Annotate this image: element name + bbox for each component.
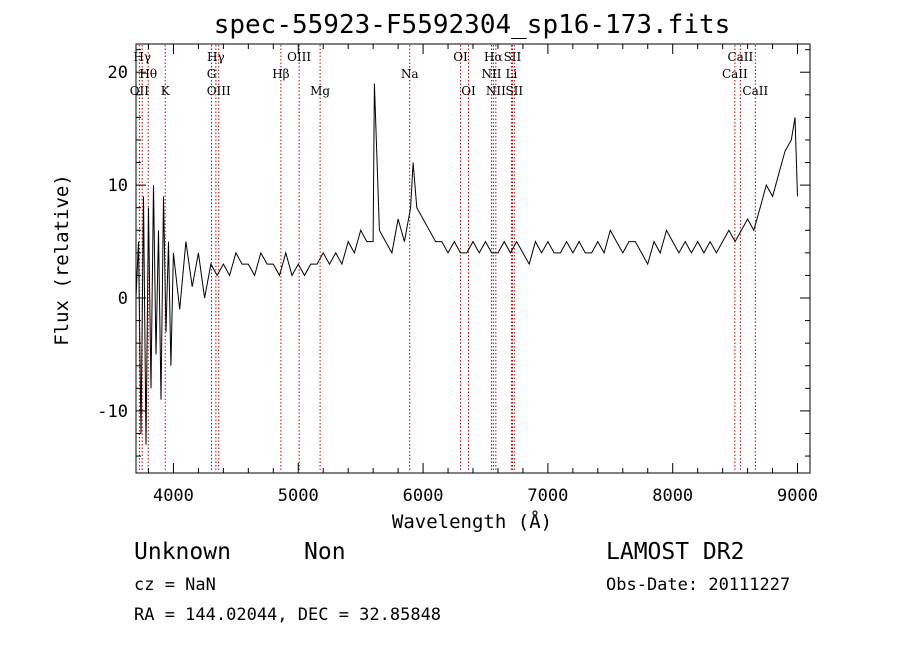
line-marker-label: OI: [453, 50, 468, 64]
line-marker-label: OII: [130, 84, 150, 98]
survey-name: LAMOST DR2: [606, 539, 744, 565]
x-tick-label: 8000: [652, 486, 693, 506]
line-marker-label: OI: [461, 84, 476, 98]
redshift-value: cz = NaN: [134, 575, 216, 595]
line-marker-label: SII: [505, 84, 523, 98]
line-marker-label: Hα: [484, 50, 503, 64]
line-marker-label: Li: [506, 67, 518, 81]
plot-frame: [135, 43, 811, 474]
x-axis-label: Wavelength (Å): [392, 510, 552, 533]
line-marker-label: CaII: [722, 67, 748, 81]
line-marker-label: G: [207, 67, 217, 81]
x-tick-label: 5000: [278, 486, 319, 506]
y-tick-label: 0: [118, 289, 128, 309]
object-class: Unknown: [134, 539, 231, 565]
coordinates: RA = 144.02044, DEC = 32.85848: [134, 605, 441, 625]
x-tick-label: 6000: [403, 486, 444, 506]
y-tick-label: 20: [108, 63, 128, 83]
y-tick-label: 10: [108, 176, 128, 196]
line-marker-label: NII: [481, 67, 501, 81]
object-subclass: Non: [304, 539, 346, 565]
line-marker-label: Na: [401, 67, 419, 81]
line-marker-label: Hγ: [207, 50, 225, 64]
line-marker-label: SII: [504, 50, 522, 64]
y-axis-ticks: -10 0 10 20: [97, 49, 810, 457]
line-marker-label: CaII: [742, 84, 768, 98]
line-marker-label: Mg: [310, 84, 330, 98]
x-tick-label: 7000: [527, 486, 568, 506]
line-marker-label: Hθ: [139, 67, 157, 81]
line-marker-label: Hβ: [272, 67, 289, 81]
chart-title: spec-55923-F5592304_sp16-173.fits: [214, 10, 731, 40]
y-axis-label: Flux (relative): [51, 174, 73, 346]
line-marker-label: OIII: [207, 84, 231, 98]
x-axis-ticks: 4000 5000 6000 7000 8000 9000: [147, 44, 818, 506]
line-marker-label: Hγ: [133, 50, 151, 64]
x-tick-label: 4000: [153, 486, 194, 506]
spectrum-line: [135, 83, 798, 445]
emission-line-markers: [138, 45, 756, 472]
x-tick-label: 9000: [777, 486, 818, 506]
line-marker-label: K: [161, 84, 171, 98]
line-marker-label: NII: [486, 84, 506, 98]
line-marker-label: OIII: [287, 50, 311, 64]
line-marker-label: CaII: [727, 50, 753, 64]
y-tick-label: -10: [97, 402, 128, 422]
observation-date: Obs-Date: 20111227: [606, 575, 790, 595]
